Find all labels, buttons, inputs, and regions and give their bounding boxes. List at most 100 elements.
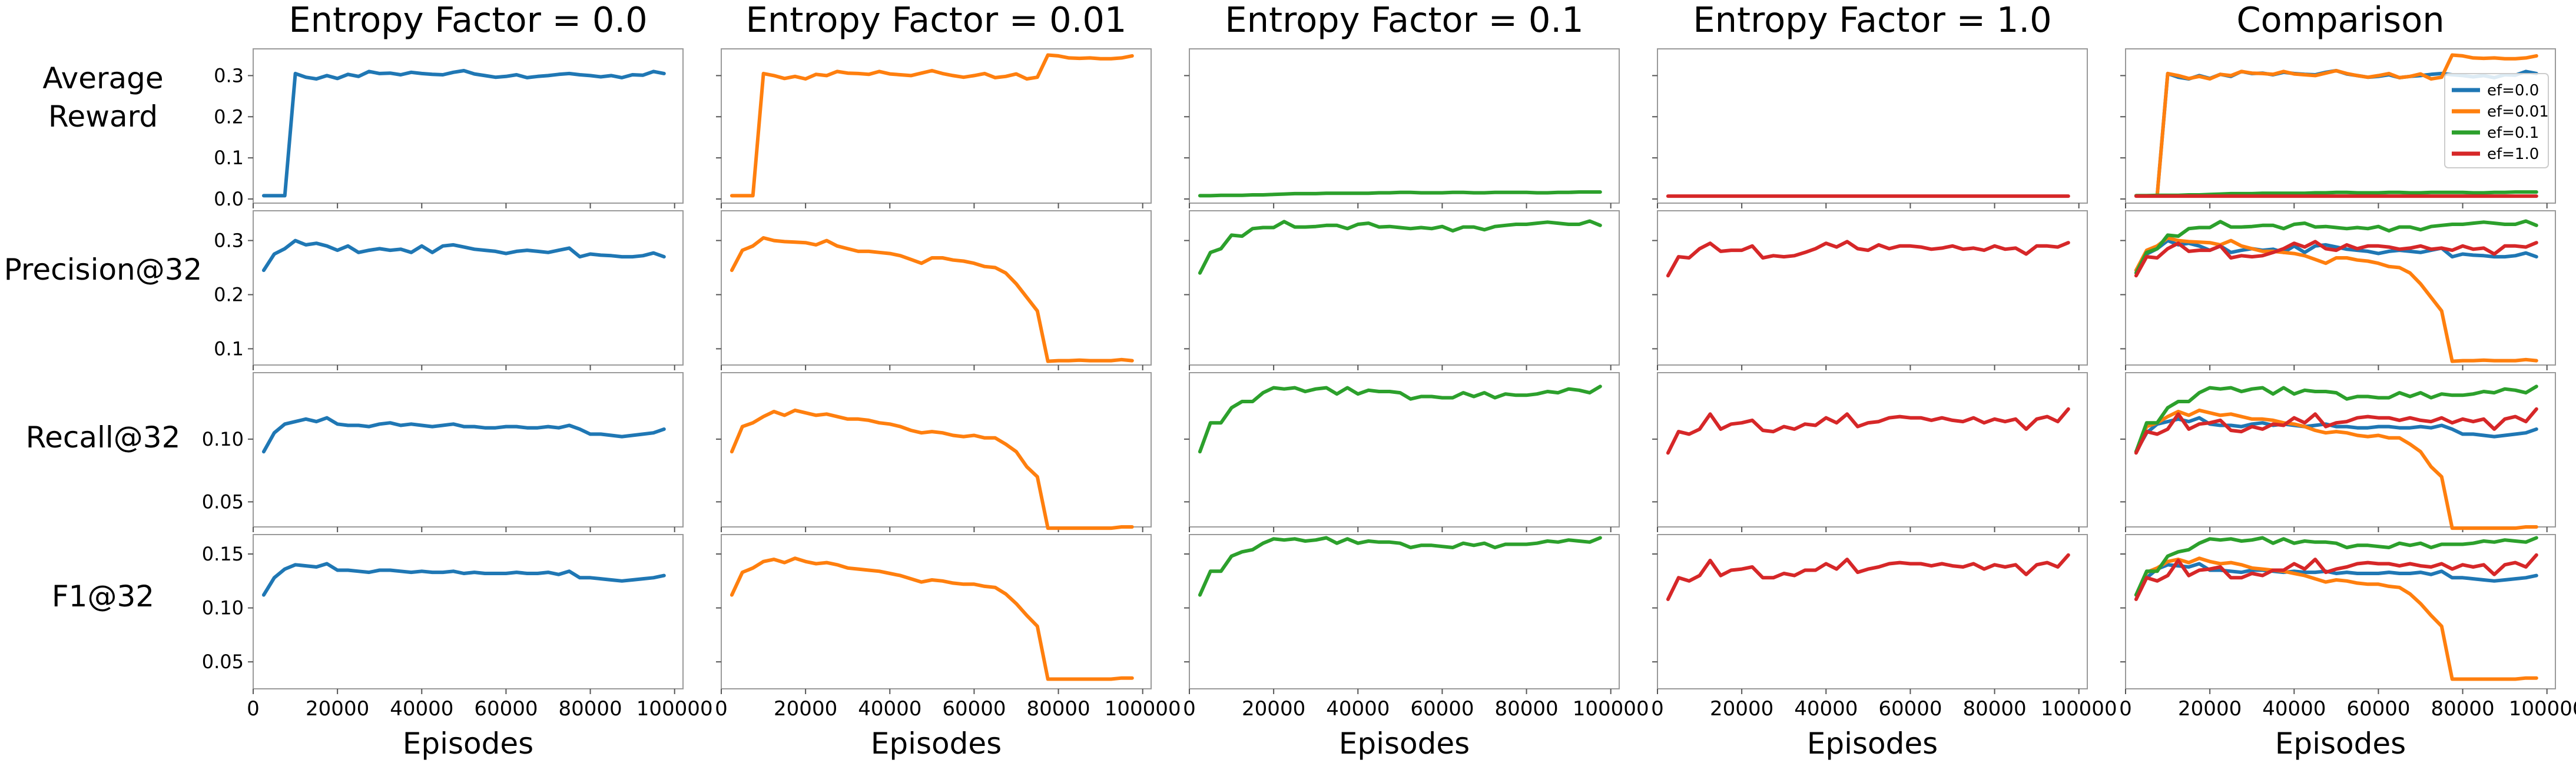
panel-frame — [721, 210, 1152, 366]
y-tick-label: 0.15 — [202, 543, 244, 565]
series-line-ef-1 — [2134, 407, 2538, 455]
x-tick-label: 80000 — [1494, 697, 1558, 721]
row-label-precision: Precision@32 — [4, 253, 203, 287]
panel-1-2 — [716, 48, 1152, 208]
panel-4-1: 0 20000 40000 60000 80000 100000 0.05 0.10 0.15 — [202, 534, 713, 721]
panel-frame — [721, 372, 1152, 528]
x-tick-label: 100000 — [1105, 697, 1181, 721]
x-tick-label: 60000 — [1410, 697, 1474, 721]
panel-frame — [2125, 534, 2556, 689]
x-tick-label: 40000 — [1794, 697, 1858, 721]
x-axis-label: Episodes — [1339, 726, 1470, 761]
x-axis-label: Episodes — [871, 726, 1002, 761]
x-tick-label: 0 — [2119, 697, 2132, 721]
row-label-reward: Reward — [48, 99, 158, 134]
x-tick-label: 20000 — [2178, 697, 2242, 721]
x-tick-label: 40000 — [390, 697, 453, 721]
y-tick-label: 0.1 — [214, 337, 244, 360]
x-tick-label: 20000 — [306, 697, 369, 721]
panel-2-1: 0.1 0.2 0.3 — [214, 210, 684, 370]
x-axis-label: Episodes — [403, 726, 533, 761]
x-tick-label: 40000 — [1326, 697, 1390, 721]
y-tick-label: 0.0 — [214, 188, 244, 210]
series-line-ef-0 — [2134, 562, 2538, 597]
y-tick-label: 0.05 — [202, 490, 244, 513]
legend-label-ef-0-01: ef=0.01 — [2487, 103, 2549, 121]
x-tick-label: 0 — [1183, 697, 1196, 721]
series-line-ef-0-1 — [1198, 536, 1602, 597]
y-tick-label: 0.2 — [214, 105, 244, 128]
series-line-ef-1 — [1666, 240, 2070, 278]
x-tick-label: 80000 — [2431, 697, 2494, 721]
panel-frame — [253, 372, 684, 528]
row-label-average: Average — [42, 61, 163, 95]
column-title-ef-0-01: Entropy Factor = 0.01 — [746, 0, 1127, 40]
panel-frame — [2125, 372, 2556, 528]
panel-frame — [1657, 48, 2088, 204]
series-line-ef-0-01 — [2134, 53, 2538, 198]
panel-1-1: 0.0 0.1 0.2 0.3 — [214, 48, 684, 210]
panel-frame — [1189, 210, 1620, 366]
x-tick-label: 20000 — [1710, 697, 1773, 721]
x-tick-label: 80000 — [558, 697, 622, 721]
x-tick-label: 100000 — [2041, 697, 2117, 721]
series-line-ef-0-1 — [1198, 219, 1602, 275]
column-title-ef-1: Entropy Factor = 1.0 — [1693, 0, 2051, 40]
x-tick-label: 40000 — [2262, 697, 2326, 721]
x-axis-labels: Episodes Episodes Episodes Episodes Epis… — [403, 726, 2406, 761]
series-line-ef-0-01 — [2134, 408, 2538, 530]
y-tick-label: 0.3 — [214, 230, 244, 252]
series-line-ef-0-1 — [2134, 536, 2538, 597]
column-titles: Entropy Factor = 0.0 Entropy Factor = 0.… — [289, 0, 2444, 40]
x-tick-label: 0 — [715, 697, 728, 721]
series-line-ef-0 — [261, 562, 666, 597]
series-line-ef-0-01 — [2134, 236, 2538, 363]
panel-frame — [721, 534, 1152, 689]
panel-3-4 — [1652, 372, 2088, 532]
panel-frame — [1189, 372, 1620, 528]
panel-frame — [1657, 210, 2088, 366]
legend-label-ef-1: ef=1.0 — [2487, 145, 2539, 163]
series-line-ef-0 — [261, 416, 666, 454]
panel-1-3 — [1184, 48, 1620, 208]
x-tick-label: 80000 — [1026, 697, 1090, 721]
series-line-ef-1 — [2134, 553, 2538, 601]
panel-3-5 — [2120, 372, 2556, 532]
panel-frame — [1657, 534, 2088, 689]
x-tick-label: 100000 — [2509, 697, 2576, 721]
series-line-ef-0-1 — [1198, 190, 1602, 198]
y-tick-label: 0.05 — [202, 651, 244, 673]
row-label-recall: Recall@32 — [26, 420, 181, 455]
series-line-ef-1 — [1666, 407, 2070, 455]
x-tick-label: 80000 — [1962, 697, 2026, 721]
panel-4-4: 0 20000 40000 60000 80000 100000 — [1651, 534, 2117, 721]
panel-grid: 0.0 0.1 0.2 0.3 0.1 0.2 0.3 0.05 0.10 0 20000 40000… — [202, 48, 2576, 721]
x-tick-label: 60000 — [2346, 697, 2410, 721]
x-tick-label: 40000 — [858, 697, 921, 721]
y-tick-label: 0.2 — [214, 283, 244, 306]
series-line-ef-0-01 — [730, 408, 1134, 530]
panel-2-5 — [2120, 210, 2556, 370]
panel-3-2 — [716, 372, 1152, 532]
series-line-ef-0 — [2134, 416, 2538, 454]
x-axis-label: Episodes — [2275, 726, 2406, 761]
series-line-ef-0 — [261, 238, 666, 273]
legend-label-ef-0: ef=0.0 — [2487, 82, 2539, 99]
legend: ef=0.0 ef=0.01 ef=0.1 ef=1.0 — [2444, 73, 2549, 168]
x-tick-label: 20000 — [1242, 697, 1305, 721]
series-line-ef-0-01 — [730, 53, 1134, 198]
series-line-ef-1 — [1666, 553, 2070, 601]
panel-frame — [253, 210, 684, 366]
panel-frame — [1657, 372, 2088, 528]
panel-frame — [1189, 48, 1620, 204]
y-tick-label: 0.1 — [214, 147, 244, 169]
series-line-ef-0-1 — [1198, 384, 1602, 454]
x-tick-label: 100000 — [1573, 697, 1649, 721]
series-line-ef-0-01 — [2134, 556, 2538, 681]
y-tick-label: 0.3 — [214, 64, 244, 87]
x-tick-label: 0 — [1651, 697, 1664, 721]
legend-label-ef-0-1: ef=0.1 — [2487, 124, 2539, 142]
panel-2-4 — [1652, 210, 2088, 370]
panel-4-3: 0 20000 40000 60000 80000 100000 — [1183, 534, 1649, 721]
